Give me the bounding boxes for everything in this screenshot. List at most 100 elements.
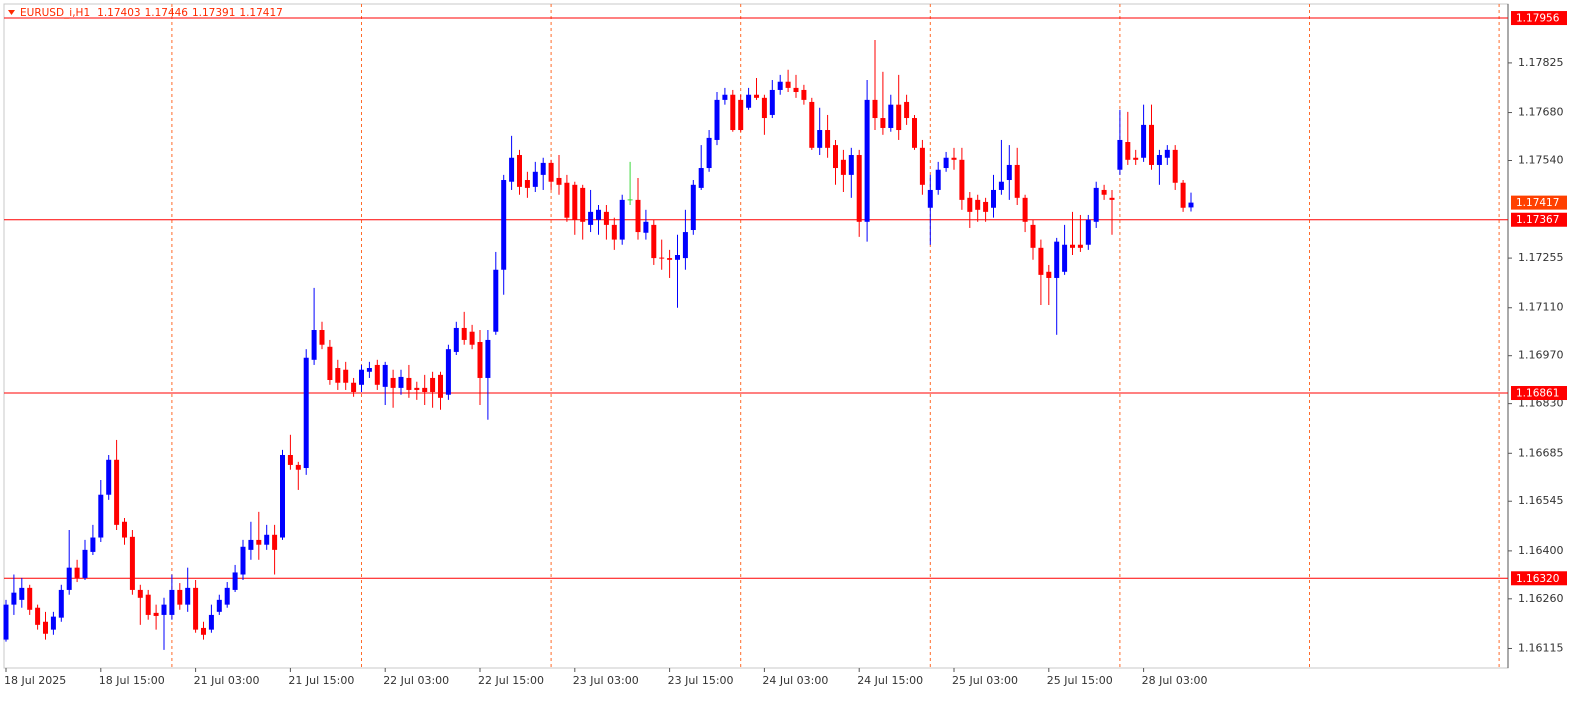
candle-body — [864, 99, 870, 222]
candle-body — [287, 454, 293, 465]
x-tick-label: 22 Jul 03:00 — [383, 674, 449, 687]
candle-body — [1085, 219, 1091, 245]
candle-body — [414, 387, 420, 390]
candle-body — [430, 377, 436, 392]
candle-body — [643, 221, 649, 233]
current-price-label: 1.17417 — [1516, 197, 1559, 209]
candle-body — [201, 627, 206, 635]
candle-body — [27, 587, 33, 610]
y-tick-label: 1.16970 — [1518, 349, 1564, 362]
candle-body — [98, 494, 104, 538]
level-label-box — [1511, 11, 1567, 26]
x-tick-label: 24 Jul 03:00 — [762, 674, 828, 687]
candle-body — [161, 604, 167, 615]
x-tick-label: 21 Jul 15:00 — [288, 674, 354, 687]
candle-body — [1149, 124, 1154, 165]
candle-body — [943, 157, 949, 169]
candle-body — [1038, 247, 1044, 275]
candle-body — [1006, 164, 1012, 181]
candle-body — [896, 104, 902, 131]
candle-body — [66, 567, 72, 590]
candle-body — [114, 459, 120, 525]
candle-body — [390, 377, 396, 388]
candle-body — [240, 546, 246, 575]
candle-body — [817, 130, 823, 148]
candle-body — [572, 184, 578, 220]
x-tick-label: 18 Jul 15:00 — [99, 674, 165, 687]
candle-body — [264, 534, 270, 545]
candle-body — [1046, 271, 1052, 278]
candle-body — [1054, 241, 1060, 278]
level-label: 1.17956 — [1516, 13, 1560, 25]
candle-body — [398, 376, 404, 388]
level-label: 1.17367 — [1516, 214, 1559, 226]
x-tick-label: 25 Jul 15:00 — [1047, 674, 1113, 687]
candle-body — [754, 94, 759, 98]
candle-body — [327, 346, 333, 381]
candle-body — [698, 168, 704, 188]
y-tick-label: 1.16400 — [1518, 544, 1564, 557]
candle-body — [998, 181, 1004, 190]
candle-body — [106, 459, 112, 495]
candle-body — [1077, 244, 1083, 248]
candle-body — [224, 587, 230, 605]
candle-body — [1093, 187, 1099, 222]
candle-body — [90, 537, 96, 552]
candle-body — [1062, 244, 1068, 272]
candle-body — [208, 614, 214, 630]
candle-body — [611, 224, 617, 240]
close-value: 1.17417 — [239, 7, 282, 19]
candle-body — [619, 199, 625, 240]
candle-body — [785, 81, 791, 88]
x-tick-label: 25 Jul 03:00 — [952, 674, 1018, 687]
candle-body — [540, 162, 546, 175]
level-label-box — [1511, 386, 1567, 401]
candle-body — [1141, 124, 1147, 158]
candle-body — [232, 572, 238, 590]
candle-body — [295, 464, 301, 470]
candle-body — [682, 232, 688, 259]
level-label-box — [1511, 212, 1567, 227]
candle-body — [761, 97, 767, 119]
candle-body — [35, 607, 41, 625]
symbol: EURUSD_i,H1 — [20, 7, 90, 19]
open-value: 1.17403 — [97, 7, 140, 19]
candle-body — [872, 99, 878, 119]
candle-body — [856, 155, 862, 222]
candle-body — [714, 99, 720, 140]
candle-body — [769, 89, 775, 115]
candle-body — [58, 589, 64, 618]
candle-body — [303, 357, 309, 469]
candle-body — [1070, 244, 1075, 248]
candle-body — [3, 604, 9, 640]
candle-body — [517, 155, 522, 187]
candle-body — [256, 539, 262, 545]
candle-body — [501, 180, 507, 270]
candle-body — [359, 369, 364, 385]
candle-body — [469, 331, 475, 345]
candle-body — [485, 339, 491, 378]
layer: 1.17825 1.17680 1.17540 1.17255 1.17110 1.169… — [3, 4, 1567, 687]
candle-body — [82, 549, 88, 578]
candle-body — [1117, 139, 1123, 170]
candle-body — [524, 180, 530, 188]
candle-body — [667, 258, 673, 260]
candle-body — [185, 587, 191, 605]
candle-body — [635, 199, 641, 233]
candle-body — [801, 89, 807, 100]
candle-body — [904, 101, 910, 119]
candle-body — [1125, 142, 1131, 160]
candle-body — [840, 159, 846, 175]
candle-body — [1164, 149, 1170, 158]
candle-body — [935, 169, 941, 190]
candle-body — [738, 99, 744, 131]
candle-body — [675, 255, 680, 260]
candle-body — [366, 368, 372, 372]
x-tick-label: 23 Jul 03:00 — [573, 674, 639, 687]
candle-body — [809, 101, 815, 148]
y-tick-label: 1.16545 — [1518, 494, 1564, 507]
candle-body — [461, 327, 467, 340]
candle-body — [1101, 189, 1107, 195]
candle-body — [912, 118, 917, 148]
